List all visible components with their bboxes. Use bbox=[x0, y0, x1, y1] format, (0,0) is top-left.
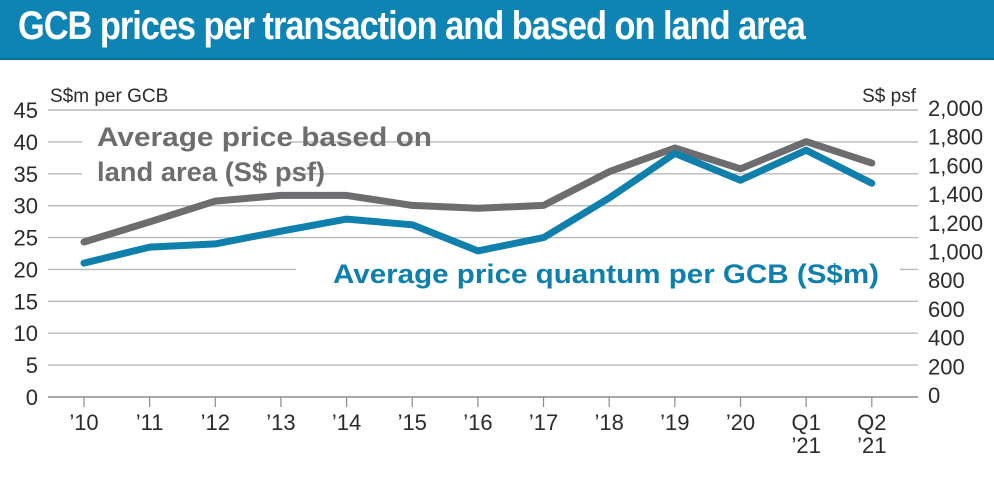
x-tick-label: ’21 bbox=[791, 433, 820, 458]
quantum-series-label: Average price quantum per GCB (S$m) bbox=[333, 259, 879, 289]
x-tick-label: ’21 bbox=[857, 433, 886, 458]
right-tick-label: 400 bbox=[928, 326, 965, 351]
psf-series-label-line-1: Average price based on bbox=[97, 122, 432, 152]
x-tick-label: ’13 bbox=[266, 410, 295, 435]
psf-series-label-line-2: land area (S$ psf) bbox=[97, 157, 325, 187]
x-tick-label: ’15 bbox=[398, 410, 427, 435]
x-tick-label: Q2 bbox=[857, 410, 886, 435]
x-tick-label: ’10 bbox=[69, 410, 98, 435]
right-tick-label: 600 bbox=[928, 297, 965, 322]
right-tick-label: 1,600 bbox=[928, 153, 983, 178]
right-tick-label: 1,400 bbox=[928, 182, 983, 207]
left-tick-label: 10 bbox=[14, 321, 38, 346]
right-tick-label: 200 bbox=[928, 354, 965, 379]
left-tick-label: 25 bbox=[14, 226, 38, 251]
left-tick-label: 5 bbox=[26, 353, 38, 378]
x-tick-label: ’18 bbox=[595, 410, 624, 435]
right-tick-label: 1,800 bbox=[928, 125, 983, 150]
left-tick-label: 15 bbox=[14, 289, 38, 314]
left-tick-label: 45 bbox=[14, 98, 38, 123]
x-tick-label: ’12 bbox=[201, 410, 230, 435]
right-axis-title: S$ psf bbox=[862, 86, 917, 107]
right-tick-label: 1,200 bbox=[928, 211, 983, 236]
x-tick-label: ’11 bbox=[136, 410, 164, 435]
left-tick-label: 40 bbox=[14, 130, 38, 155]
right-axis: 0 200 400 600 800 1,000 1,200 1,400 1,600 1,800 2,… bbox=[928, 96, 983, 408]
left-axis: 0 5 10 15 20 25 30 35 40 45 bbox=[14, 98, 38, 410]
x-tick-label: ’16 bbox=[463, 410, 492, 435]
right-tick-label: 800 bbox=[928, 268, 965, 293]
x-tick-label: ’20 bbox=[726, 410, 755, 435]
left-tick-label: 30 bbox=[14, 194, 38, 219]
left-tick-label: 20 bbox=[14, 257, 38, 282]
left-axis-title: S$m per GCB bbox=[50, 86, 168, 107]
right-tick-label: 0 bbox=[928, 383, 940, 408]
x-axis: ’10’11’12’13’14’15’16’17’18’19’20 Q1’21Q2… bbox=[69, 397, 886, 458]
right-tick-label: 1,000 bbox=[928, 240, 983, 265]
left-tick-label: 35 bbox=[14, 162, 38, 187]
left-tick-label: 0 bbox=[26, 385, 38, 410]
title-bar: GCB prices per transaction and based on … bbox=[0, 0, 994, 60]
x-tick-label: ’17 bbox=[529, 410, 558, 435]
x-tick-label: Q1 bbox=[791, 410, 820, 435]
right-tick-label: 2,000 bbox=[928, 96, 983, 121]
x-tick-label: ’19 bbox=[660, 410, 689, 435]
series-annotations: Average price based on land area (S$ psf… bbox=[97, 122, 879, 289]
chart-title: GCB prices per transaction and based on … bbox=[18, 4, 806, 48]
series-lines bbox=[80, 138, 876, 267]
x-tick-label: ’14 bbox=[332, 410, 361, 435]
